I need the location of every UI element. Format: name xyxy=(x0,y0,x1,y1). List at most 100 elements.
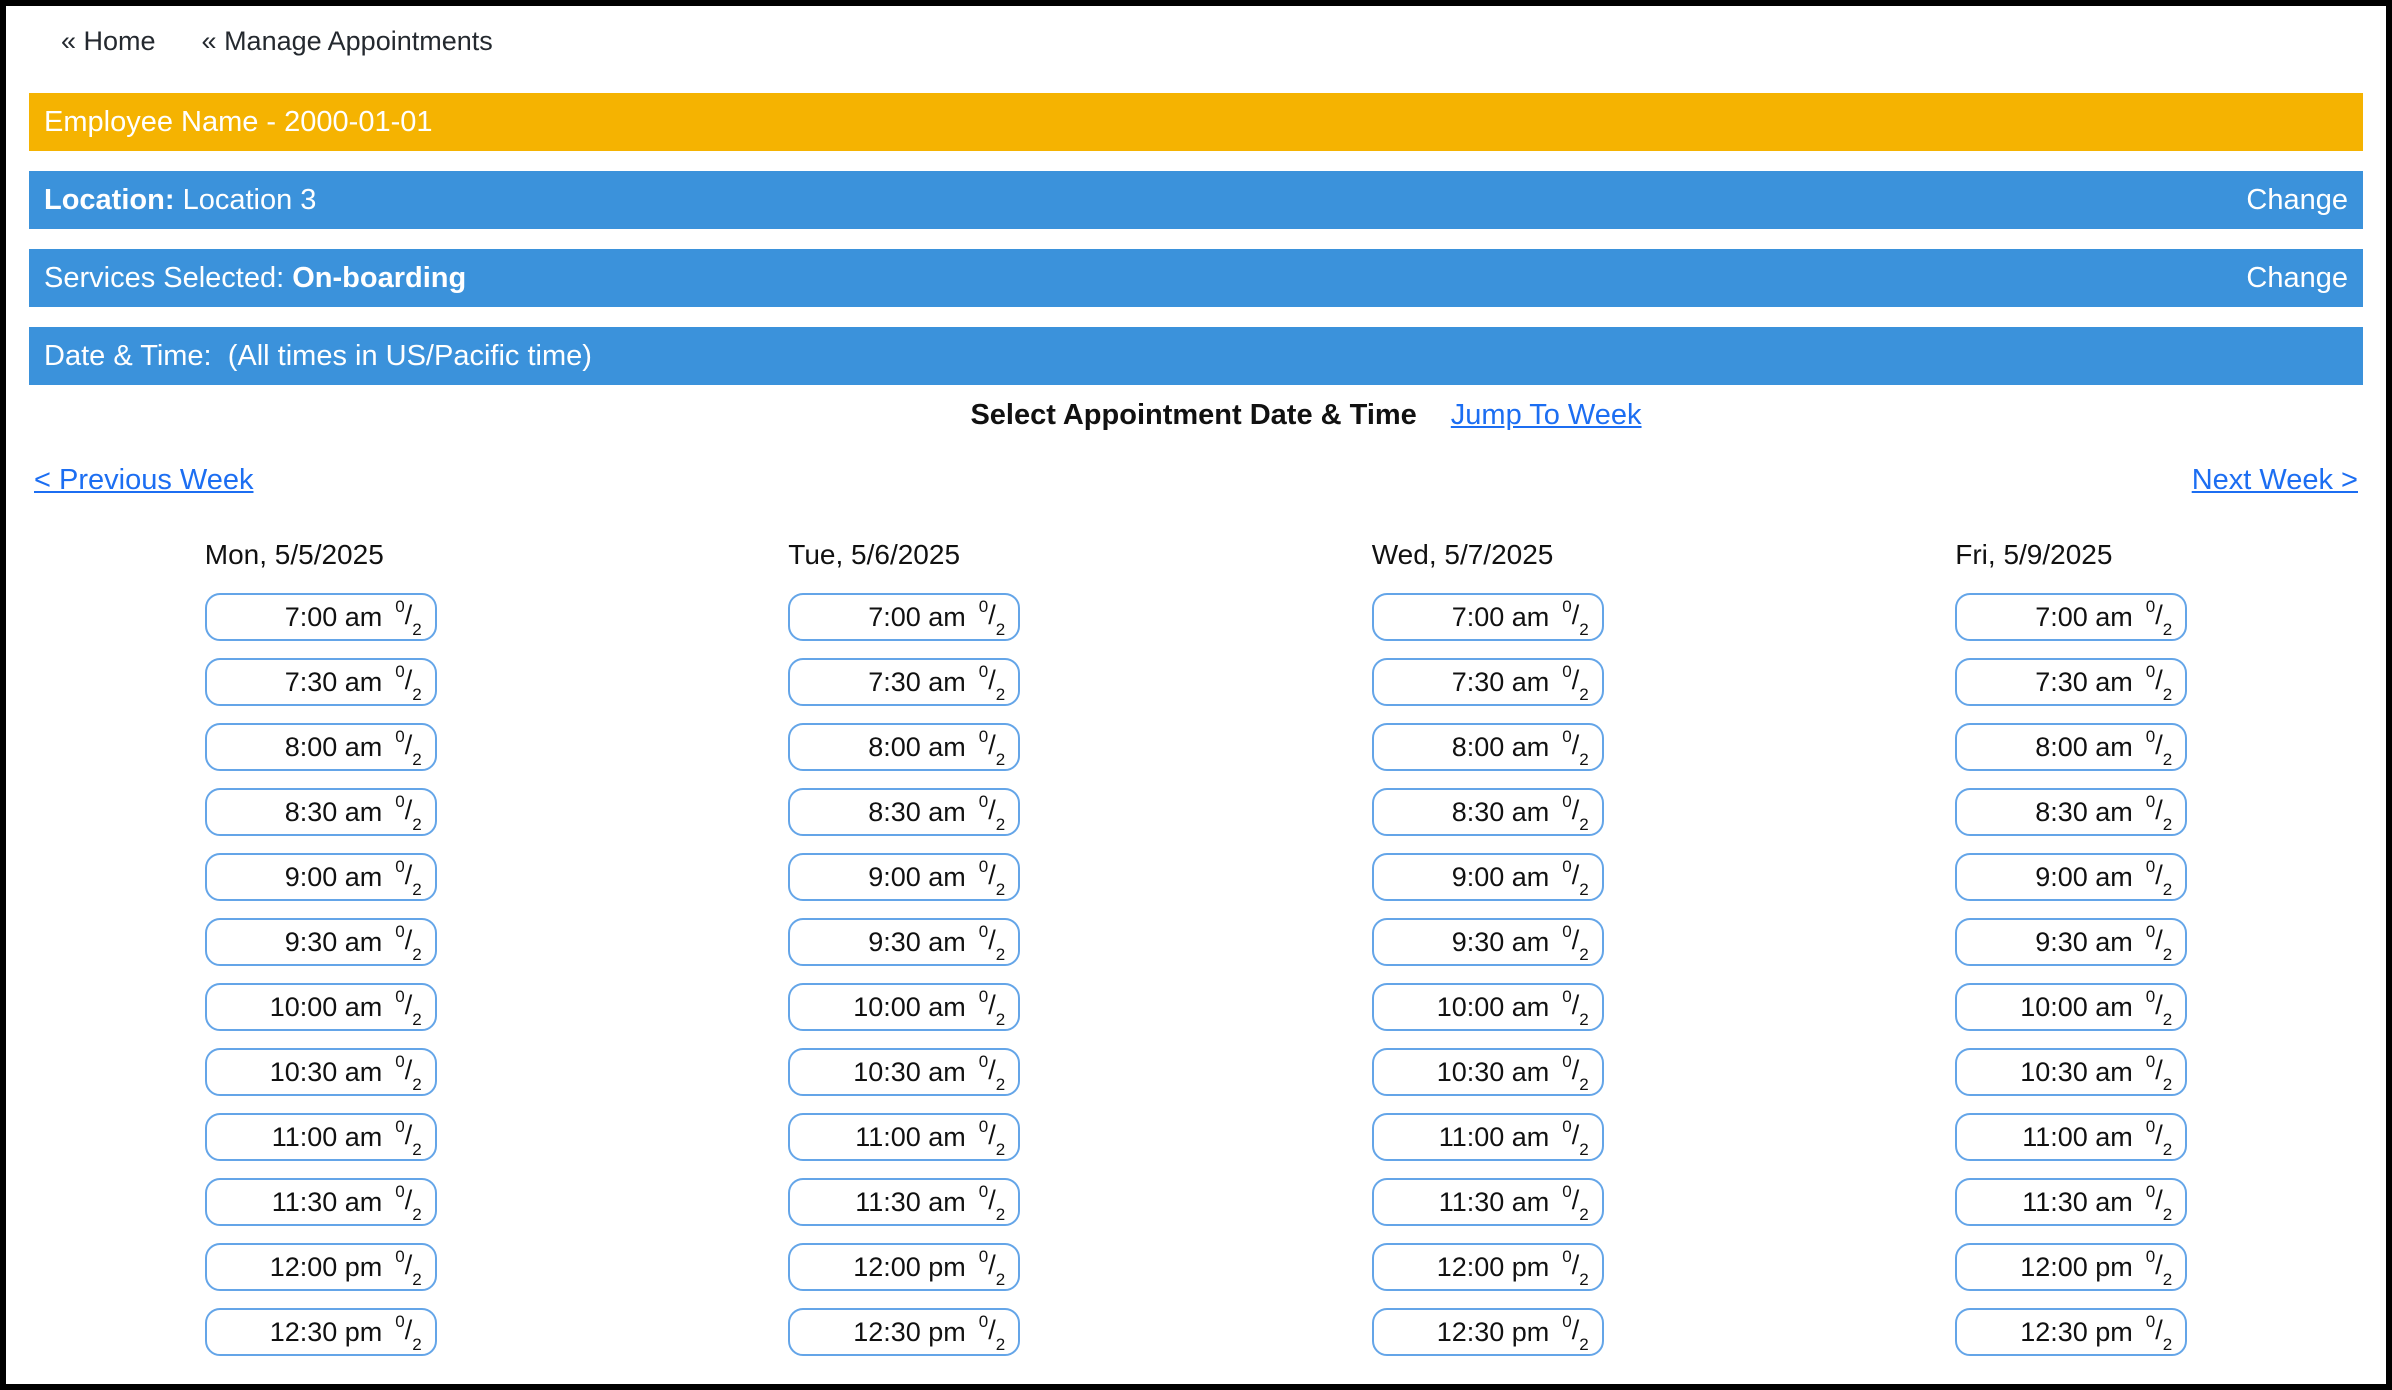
slot-time-label: 9:30 am xyxy=(1451,926,1550,957)
slot-capacity-label: 0/2 xyxy=(395,1052,422,1094)
slot-capacity-label: 0/2 xyxy=(978,662,1006,704)
slot-time-label: 11:00 am xyxy=(1438,1121,1550,1152)
time-slot-button[interactable]: 12:00 pm 0/2 xyxy=(1955,1243,2188,1291)
slot-capacity-label: 0/2 xyxy=(978,857,1006,899)
time-slot-button[interactable]: 11:30 am 0/2 xyxy=(788,1178,1021,1226)
slot-time-label: 10:30 am xyxy=(269,1056,383,1087)
time-slot-button[interactable]: 7:30 am 0/2 xyxy=(1371,658,1604,706)
time-slot-button[interactable]: 8:00 am 0/2 xyxy=(1371,723,1604,771)
time-slot-button[interactable]: 8:30 am 0/2 xyxy=(204,788,437,836)
time-slot-button[interactable]: 8:30 am 0/2 xyxy=(1371,788,1604,836)
day-header: Wed, 5/7/2025 xyxy=(1371,539,1554,570)
slot-time-label: 12:00 pm xyxy=(853,1251,966,1282)
slot-capacity-label: 0/2 xyxy=(1562,727,1589,769)
slot-time-label: 7:30 am xyxy=(2035,666,2133,697)
slot-capacity-label: 0/2 xyxy=(2145,597,2173,639)
time-slot-button[interactable]: 8:30 am 0/2 xyxy=(788,788,1021,836)
time-slot-button[interactable]: 11:00 am 0/2 xyxy=(788,1113,1021,1161)
time-slot-button[interactable]: 12:30 pm 0/2 xyxy=(204,1308,437,1356)
slot-time-label: 10:00 am xyxy=(269,991,383,1022)
slot-capacity-label: 0/2 xyxy=(978,987,1006,1029)
slot-capacity-label: 0/2 xyxy=(978,1182,1006,1224)
manage-appointments-link[interactable]: « Manage Appointments xyxy=(201,26,493,56)
time-slot-button[interactable]: 11:00 am 0/2 xyxy=(1371,1113,1604,1161)
time-slot-button[interactable]: 12:30 pm 0/2 xyxy=(1955,1308,2188,1356)
time-slot-button[interactable]: 11:00 am 0/2 xyxy=(1955,1113,2188,1161)
slot-time-label: 10:30 am xyxy=(1436,1056,1550,1087)
slot-time-label: 12:30 pm xyxy=(2020,1316,2133,1347)
slot-time-label: 10:00 am xyxy=(2020,991,2133,1022)
time-slot-button[interactable]: 8:00 am 0/2 xyxy=(204,723,437,771)
time-slot-button[interactable]: 12:00 pm 0/2 xyxy=(1371,1243,1604,1291)
time-slot-button[interactable]: 11:30 am 0/2 xyxy=(1955,1178,2188,1226)
slot-capacity-label: 0/2 xyxy=(395,857,422,899)
time-slot-button[interactable]: 10:30 am 0/2 xyxy=(1371,1048,1604,1096)
location-label: Location: xyxy=(44,183,175,216)
time-slot-button[interactable]: 7:30 am 0/2 xyxy=(1955,658,2188,706)
jump-to-week-link[interactable]: Jump To Week xyxy=(1450,399,1642,431)
time-slot-button[interactable]: 12:00 pm 0/2 xyxy=(204,1243,437,1291)
day-header: Tue, 5/6/2025 xyxy=(788,539,961,570)
time-slot-button[interactable]: 10:00 am 0/2 xyxy=(1955,983,2188,1031)
change-location-button[interactable]: Change xyxy=(2246,183,2348,216)
slot-time-label: 11:30 am xyxy=(271,1186,383,1217)
time-slot-button[interactable]: 12:30 pm 0/2 xyxy=(788,1308,1021,1356)
slot-capacity-label: 0/2 xyxy=(2145,1312,2173,1354)
time-slot-button[interactable]: 8:30 am 0/2 xyxy=(1955,788,2188,836)
time-slot-button[interactable]: 7:30 am 0/2 xyxy=(204,658,437,706)
slot-list: 7:00 am 0/2 7:30 am 0/2 8:00 am 0/2 8:30… xyxy=(1371,593,1604,1356)
time-slot-button[interactable]: 10:30 am 0/2 xyxy=(204,1048,437,1096)
slot-time-label: 7:30 am xyxy=(1451,666,1550,697)
time-slot-button[interactable]: 9:00 am 0/2 xyxy=(1955,853,2188,901)
time-slot-button[interactable]: 9:00 am 0/2 xyxy=(1371,853,1604,901)
time-slot-button[interactable]: 8:00 am 0/2 xyxy=(1955,723,2188,771)
next-week-link[interactable]: Next Week > xyxy=(2191,464,2358,496)
slot-capacity-label: 0/2 xyxy=(395,1247,422,1289)
time-slot-button[interactable]: 11:30 am 0/2 xyxy=(1371,1178,1604,1226)
time-slot-button[interactable]: 10:00 am 0/2 xyxy=(788,983,1021,1031)
time-slot-button[interactable]: 7:00 am 0/2 xyxy=(788,593,1021,641)
slot-capacity-label: 0/2 xyxy=(978,1247,1006,1289)
time-slot-button[interactable]: 7:30 am 0/2 xyxy=(788,658,1021,706)
time-slot-button[interactable]: 9:30 am 0/2 xyxy=(1371,918,1604,966)
slot-capacity-label: 0/2 xyxy=(395,597,422,639)
slot-capacity-label: 0/2 xyxy=(2145,1052,2173,1094)
slot-capacity-label: 0/2 xyxy=(1562,597,1589,639)
slot-time-label: 9:30 am xyxy=(284,926,383,957)
time-slot-button[interactable]: 9:30 am 0/2 xyxy=(204,918,437,966)
slot-capacity-label: 0/2 xyxy=(978,597,1006,639)
time-slot-button[interactable]: 12:00 pm 0/2 xyxy=(788,1243,1021,1291)
slot-time-label: 9:00 am xyxy=(284,861,383,892)
time-slot-button[interactable]: 7:00 am 0/2 xyxy=(204,593,437,641)
slot-list: 7:00 am 0/2 7:30 am 0/2 8:00 am 0/2 8:30… xyxy=(1955,593,2188,1356)
time-slot-button[interactable]: 10:00 am 0/2 xyxy=(204,983,437,1031)
time-slot-button[interactable]: 10:00 am 0/2 xyxy=(1371,983,1604,1031)
previous-week-link[interactable]: < Previous Week xyxy=(34,464,254,496)
slot-time-label: 10:30 am xyxy=(853,1056,966,1087)
home-link[interactable]: « Home xyxy=(61,26,156,56)
time-slot-button[interactable]: 8:00 am 0/2 xyxy=(788,723,1021,771)
slot-capacity-label: 0/2 xyxy=(2145,662,2173,704)
time-slot-button[interactable]: 10:30 am 0/2 xyxy=(788,1048,1021,1096)
time-slot-button[interactable]: 12:30 pm 0/2 xyxy=(1371,1308,1604,1356)
slot-time-label: 12:30 pm xyxy=(269,1316,383,1347)
slot-capacity-label: 0/2 xyxy=(395,662,422,704)
slot-time-label: 9:30 am xyxy=(868,926,966,957)
slot-time-label: 11:00 am xyxy=(2022,1121,2133,1152)
select-appointment-title: Select Appointment Date & Time xyxy=(970,399,1417,431)
slot-capacity-label: 0/2 xyxy=(1562,1052,1589,1094)
time-slot-button[interactable]: 11:30 am 0/2 xyxy=(204,1178,437,1226)
slot-time-label: 12:00 pm xyxy=(269,1251,383,1282)
time-slot-button[interactable]: 9:30 am 0/2 xyxy=(788,918,1021,966)
time-slot-button[interactable]: 9:00 am 0/2 xyxy=(204,853,437,901)
time-slot-button[interactable]: 9:00 am 0/2 xyxy=(788,853,1021,901)
time-slot-button[interactable]: 7:00 am 0/2 xyxy=(1371,593,1604,641)
time-slot-button[interactable]: 10:30 am 0/2 xyxy=(1955,1048,2188,1096)
time-slot-button[interactable]: 11:00 am 0/2 xyxy=(204,1113,437,1161)
time-slot-button[interactable]: 7:00 am 0/2 xyxy=(1955,593,2188,641)
slot-capacity-label: 0/2 xyxy=(978,1052,1006,1094)
slot-time-label: 11:00 am xyxy=(855,1121,966,1152)
change-services-button[interactable]: Change xyxy=(2246,261,2348,294)
slot-time-label: 8:00 am xyxy=(284,731,383,762)
time-slot-button[interactable]: 9:30 am 0/2 xyxy=(1955,918,2188,966)
